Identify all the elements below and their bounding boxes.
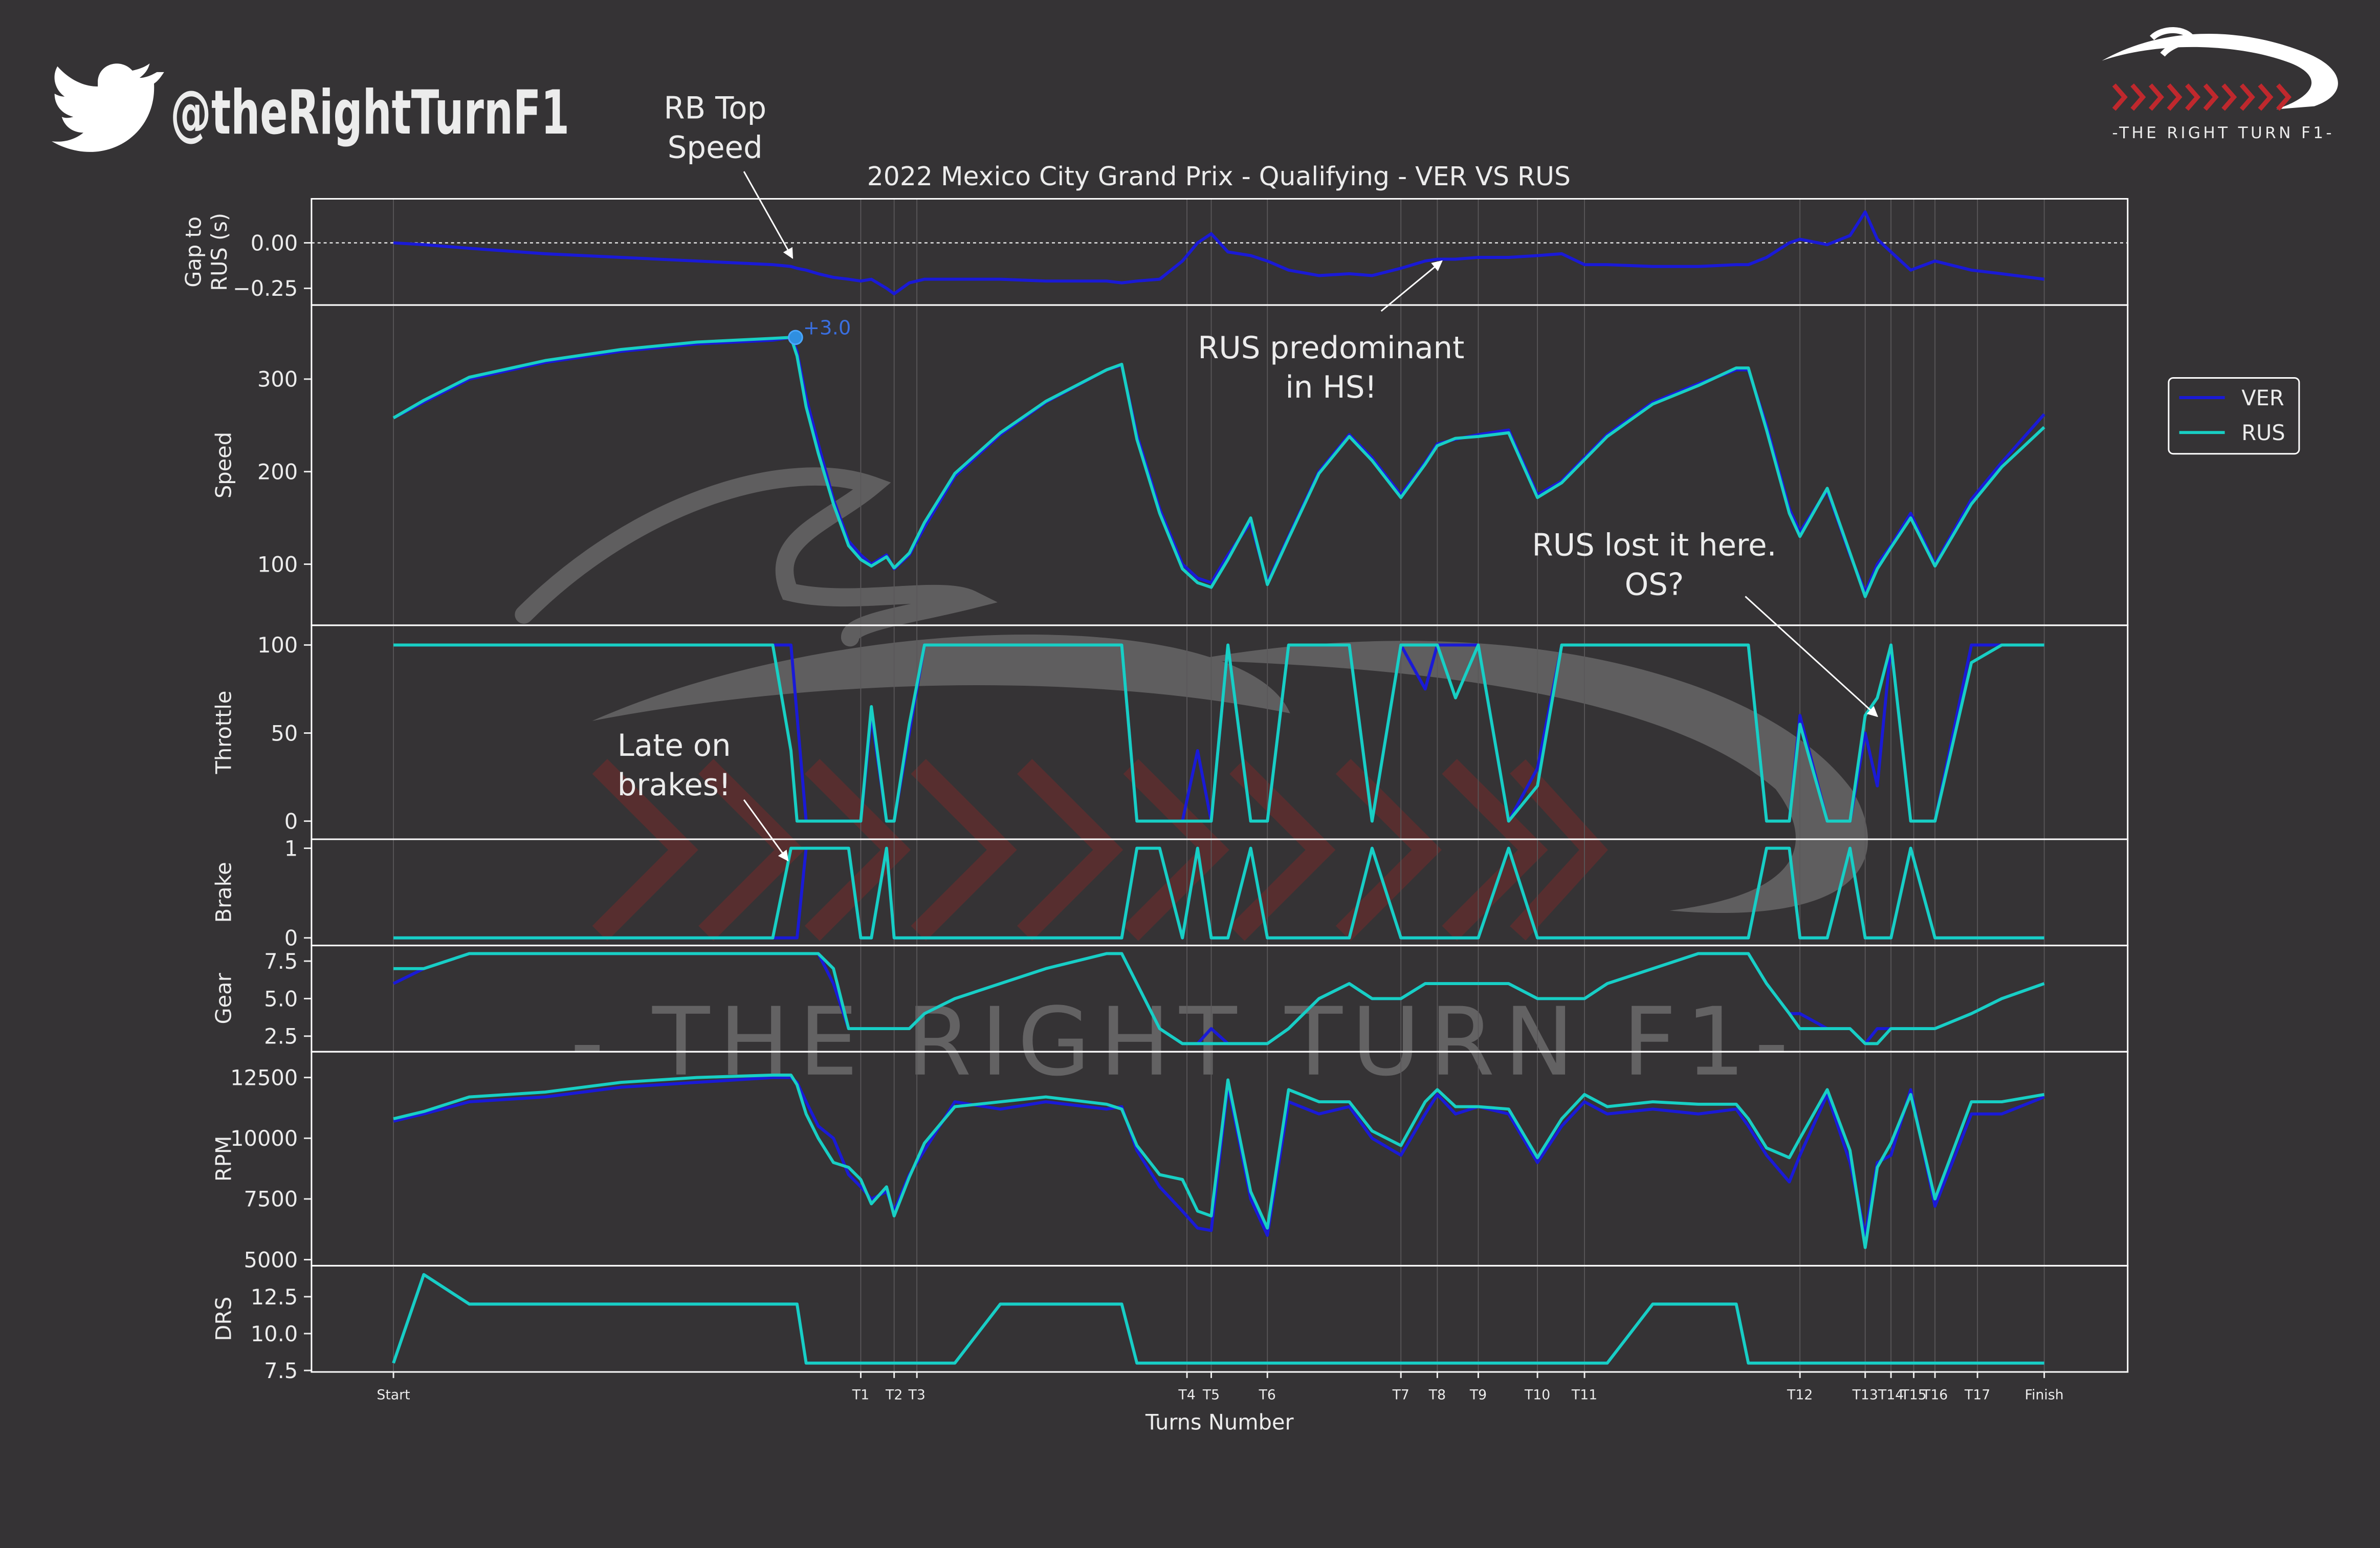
x-tick-label: T6	[1259, 1387, 1276, 1403]
x-tick-label: T10	[1524, 1387, 1550, 1403]
x-tick-label: T13	[1852, 1387, 1878, 1403]
x-tick-label: T16	[1922, 1387, 1948, 1403]
legend-label: RUS	[2241, 420, 2285, 445]
y-axis-label: Brake	[211, 862, 236, 923]
y-tick-label: 50	[271, 721, 298, 746]
annotation-arrow	[1380, 260, 1443, 312]
y-tick-label: 1	[284, 836, 298, 861]
y-tick-label: 12500	[230, 1065, 298, 1090]
x-tick-label: T14	[1878, 1387, 1904, 1403]
x-tick-label: T5	[1202, 1387, 1220, 1403]
y-tick-label: 300	[257, 367, 298, 392]
annotation-text: RUS predominant	[1198, 330, 1464, 365]
y-tick-label: 200	[257, 459, 298, 484]
y-tick-label: 7500	[244, 1187, 298, 1212]
annotation-text: in HS!	[1285, 369, 1377, 405]
y-tick-label: 10000	[230, 1126, 298, 1151]
series-line	[393, 846, 2044, 940]
annotation-text: brakes!	[618, 767, 731, 802]
y-tick-label: 7.5	[264, 1358, 298, 1383]
x-tick-label: T9	[1469, 1387, 1487, 1403]
y-tick-label: 0	[284, 809, 298, 834]
x-tick-label: T7	[1392, 1387, 1409, 1403]
series-line	[393, 952, 2045, 1045]
x-tick-label: Start	[377, 1387, 410, 1403]
y-axis-label: DRS	[211, 1297, 236, 1341]
annotation-arrow	[743, 799, 789, 862]
y-tick-label: −0.25	[233, 276, 298, 301]
handle: @theRightTurnF1	[170, 77, 569, 148]
x-tick-label: Finish	[2025, 1387, 2064, 1403]
twitter-icon	[51, 63, 164, 152]
x-tick-label: T12	[1787, 1387, 1813, 1403]
x-tick-label: T2	[885, 1387, 902, 1403]
legend: VER RUS	[2168, 377, 2300, 455]
x-tick-label: T11	[1571, 1387, 1597, 1403]
x-tick-label: T4	[1178, 1387, 1195, 1403]
x-tick-label: T17	[1964, 1387, 1990, 1403]
watermark-art	[515, 467, 1868, 941]
marker-label: +3.0	[803, 316, 851, 339]
annotation-text: Speed	[668, 129, 763, 165]
y-axis-label: RUS (s)	[207, 213, 232, 291]
y-tick-label: 10.0	[251, 1321, 298, 1346]
annotation-text: RB Top	[664, 90, 766, 125]
x-axis-label: Turns Number	[1145, 1410, 1294, 1435]
marker-point	[788, 330, 803, 345]
x-tick-label: T8	[1428, 1387, 1446, 1403]
annotation-text: Late on	[618, 728, 731, 763]
x-tick-label: T3	[908, 1387, 925, 1403]
series-line	[393, 210, 2045, 296]
y-tick-label: 100	[257, 633, 298, 658]
y-tick-label: 5.0	[264, 986, 298, 1011]
annotation-arrow	[1745, 596, 1878, 717]
annotation-arrow	[743, 171, 794, 259]
y-tick-label: 5000	[244, 1247, 298, 1272]
y-axis-label: Gap to	[181, 216, 206, 288]
x-tick-label: T15	[1900, 1387, 1926, 1403]
y-tick-label: 12.5	[251, 1284, 298, 1310]
y-tick-label: 2.5	[264, 1024, 298, 1049]
series-line	[392, 336, 2045, 598]
chart-title: 2022 Mexico City Grand Prix - Qualifying…	[867, 161, 1571, 191]
y-axis-label: Gear	[211, 972, 236, 1024]
series-line	[392, 1273, 2044, 1365]
y-tick-label: 7.5	[264, 949, 298, 974]
x-tick-label: T1	[852, 1387, 869, 1403]
y-axis-label: Speed	[211, 432, 236, 498]
annotation-text: OS?	[1625, 567, 1684, 602]
y-tick-label: 0	[284, 926, 298, 951]
y-axis-label: RPM	[211, 1136, 236, 1182]
logo-text: -THE RIGHT TURN F1-	[2112, 124, 2334, 142]
y-tick-label: 0.00	[251, 230, 298, 255]
axes-frame	[311, 1264, 2129, 1373]
y-axis-label: Throttle	[211, 691, 236, 775]
series-line	[393, 1073, 2045, 1249]
series-line	[393, 1076, 2045, 1237]
annotation-text: RUS lost it here.	[1532, 527, 1777, 562]
series-line	[393, 643, 2044, 823]
legend-label: VER	[2241, 385, 2284, 410]
logo-art	[2102, 27, 2338, 111]
y-tick-label: 100	[257, 552, 298, 577]
